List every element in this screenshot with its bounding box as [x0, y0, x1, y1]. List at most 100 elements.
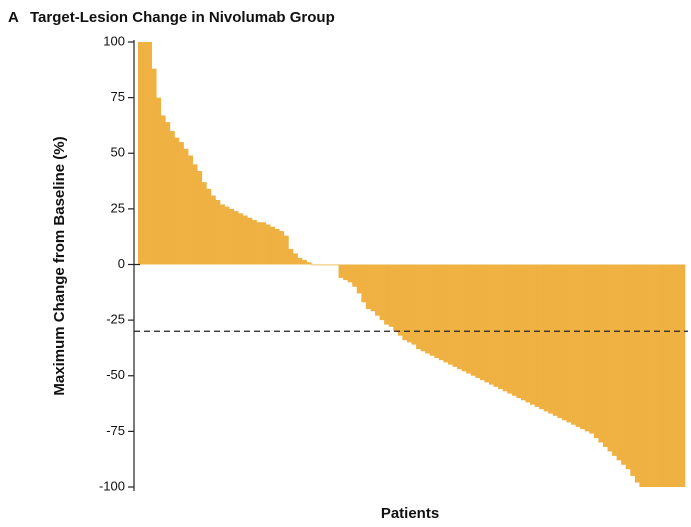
- bar: [416, 264, 421, 350]
- bar: [147, 42, 152, 265]
- bar: [438, 264, 444, 361]
- bar: [347, 264, 353, 283]
- bar: [311, 264, 317, 266]
- bar: [616, 264, 622, 461]
- bar: [251, 220, 257, 265]
- bar: [612, 264, 617, 456]
- bar: [648, 264, 654, 487]
- bar: [370, 264, 376, 312]
- bar: [288, 248, 294, 265]
- bar: [511, 264, 517, 396]
- bar: [539, 264, 544, 410]
- bar: [434, 264, 440, 358]
- bar: [662, 264, 668, 487]
- bar: [406, 264, 412, 343]
- bar: [584, 264, 590, 432]
- bar: [229, 208, 235, 265]
- bar: [174, 137, 180, 265]
- bar: [598, 264, 604, 443]
- y-axis-label: Maximum Change from Baseline (%): [51, 136, 68, 395]
- bar: [384, 264, 390, 325]
- bar: [552, 264, 558, 416]
- bar: [270, 226, 276, 265]
- bar: [338, 264, 344, 278]
- bar: [247, 217, 253, 265]
- bar: [138, 42, 143, 265]
- bar: [375, 264, 380, 316]
- y-tick-label: -100: [99, 478, 125, 493]
- bar: [233, 211, 239, 265]
- y-tick-label: 50: [111, 145, 125, 160]
- bar: [498, 264, 503, 390]
- y-tick-label: 0: [118, 256, 125, 271]
- bar: [265, 224, 271, 265]
- bar: [411, 264, 417, 345]
- bar: [625, 264, 631, 470]
- bar: [466, 264, 472, 374]
- bar: [557, 264, 563, 419]
- bar: [279, 231, 285, 265]
- bar: [507, 264, 513, 394]
- bar: [580, 264, 586, 430]
- bar: [356, 264, 362, 294]
- bar: [520, 264, 526, 401]
- bar: [397, 264, 403, 336]
- bar: [224, 206, 230, 265]
- bar: [334, 264, 339, 266]
- bar: [215, 199, 221, 265]
- bar: [548, 264, 554, 414]
- bar: [680, 264, 686, 487]
- bar: [329, 264, 335, 266]
- y-tick-label: -50: [106, 367, 125, 382]
- bar: [201, 182, 207, 265]
- bar: [484, 264, 490, 383]
- bar: [151, 68, 157, 265]
- bar: [210, 195, 216, 265]
- y-tick-label: -25: [106, 312, 125, 327]
- bar: [543, 264, 549, 412]
- bar: [643, 264, 649, 487]
- bar: [671, 264, 677, 487]
- bar: [238, 213, 244, 265]
- bar: [530, 264, 535, 405]
- bar: [379, 264, 385, 321]
- bar: [534, 264, 540, 407]
- bar: [666, 264, 672, 487]
- bar: [165, 122, 171, 265]
- y-tick-label: -75: [106, 423, 125, 438]
- bar: [461, 264, 467, 372]
- y-tick-label: 100: [103, 33, 125, 48]
- bar: [402, 264, 408, 341]
- bar: [571, 264, 576, 425]
- bar: [593, 264, 599, 439]
- bar: [315, 264, 321, 266]
- bar: [361, 264, 367, 303]
- bar: [420, 264, 426, 352]
- bar: [197, 171, 203, 265]
- chart-title: Target-Lesion Change in Nivolumab Group: [30, 9, 335, 26]
- bar: [142, 42, 148, 265]
- x-axis-label: Patients: [381, 505, 439, 522]
- bar: [306, 262, 312, 265]
- bar: [429, 264, 435, 356]
- bar: [621, 264, 627, 465]
- bar: [639, 264, 645, 487]
- bar: [188, 155, 193, 265]
- bar: [493, 264, 499, 387]
- bar: [292, 253, 298, 265]
- bar: [156, 97, 162, 265]
- bar: [589, 264, 595, 434]
- bar: [602, 264, 608, 447]
- bar: [160, 115, 166, 265]
- bar: [206, 188, 212, 265]
- bar: [192, 164, 198, 265]
- bar: [283, 235, 289, 265]
- y-tick-label: 25: [111, 200, 125, 215]
- bar: [302, 260, 307, 265]
- panel-label: A: [8, 9, 19, 26]
- bar: [324, 264, 330, 266]
- bar: [425, 264, 431, 354]
- bar: [488, 264, 494, 385]
- bar: [343, 264, 348, 281]
